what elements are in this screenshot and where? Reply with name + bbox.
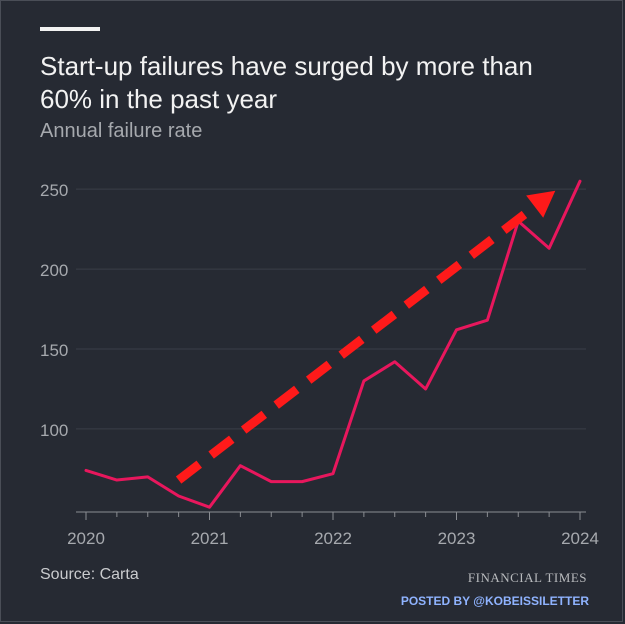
x-tick-label-2023: 2023	[438, 529, 476, 548]
grid-lines	[76, 188, 586, 430]
publisher-logo: FINANCIAL TIMES	[467, 570, 587, 585]
credit-watermark: POSTED BY @KOBEISSILETTER	[400, 594, 589, 608]
x-tick-label-2020: 2020	[67, 529, 105, 548]
chart-title: Start-up failures have surged by more th…	[40, 51, 533, 114]
y-tick-labels: 100 150 200 250	[40, 181, 68, 440]
series-line-0	[84, 179, 582, 509]
x-axis	[76, 511, 586, 520]
y-tick-label-250: 250	[40, 181, 68, 200]
y-tick-label-100: 100	[40, 421, 68, 440]
chart-subtitle: Annual failure rate	[40, 120, 203, 142]
trend-arrow-shaft	[175, 203, 538, 484]
annotation-layer	[175, 190, 556, 484]
series-layer	[84, 179, 582, 509]
source-note: Source: Carta	[40, 566, 139, 583]
x-tick-labels: 2020 2021 2022 2023 2024	[67, 529, 599, 548]
trend-arrow-head	[526, 190, 556, 218]
x-tick-label-2021: 2021	[191, 529, 229, 548]
accent-bar	[40, 27, 100, 31]
y-tick-label-150: 150	[40, 341, 68, 360]
y-tick-label-200: 200	[40, 261, 68, 280]
x-tick-label-2024: 2024	[561, 529, 599, 548]
x-tick-label-2022: 2022	[314, 529, 352, 548]
